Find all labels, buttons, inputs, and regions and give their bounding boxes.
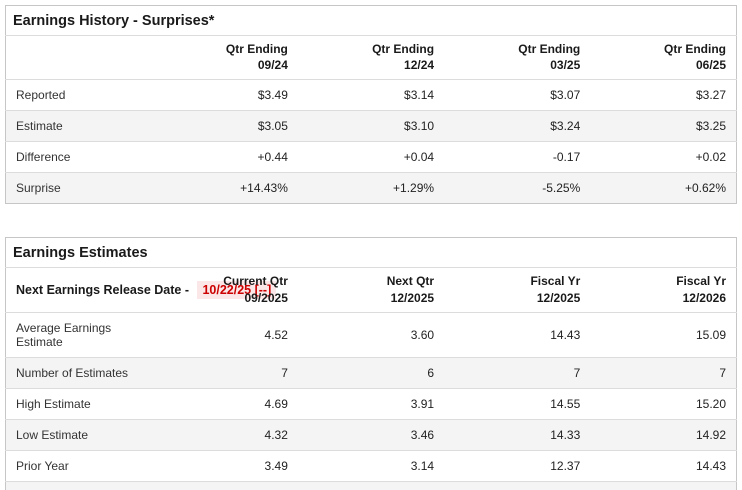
history-col-header-4: Qtr Ending 06/25	[590, 34, 737, 80]
history-col-header-1: Qtr Ending 09/24	[151, 34, 298, 80]
col-header-line2: 12/2026	[682, 290, 726, 305]
table-row-surprise: Surprise +14.43% +1.29% -5.25% +0.62%	[5, 172, 737, 204]
row-label: Number of Estimates	[5, 356, 152, 389]
col-header-line2: 09/2025	[244, 290, 288, 305]
cell-value: +4.57%	[590, 480, 737, 490]
col-header-line1: Next Qtr	[386, 274, 435, 289]
cell-value: $3.49	[151, 79, 298, 111]
cell-value: 7	[151, 356, 298, 389]
cell-value: $3.07	[444, 79, 591, 111]
cell-value: 14.55	[444, 387, 591, 420]
cell-value: $3.24	[444, 110, 591, 142]
cell-value: 14.33	[444, 418, 591, 451]
col-header-line1: Qtr Ending	[664, 42, 726, 56]
cell-value: 4.32	[151, 418, 298, 451]
cell-value: -0.17	[444, 141, 591, 173]
cell-value: $3.25	[590, 110, 737, 142]
table-row-number-of-estimates: Number of Estimates 7 6 7 7	[5, 356, 737, 389]
cell-value: 3.49	[151, 449, 298, 482]
table-row-prior-year: Prior Year 3.49 3.14 12.37 14.43	[5, 449, 737, 482]
cell-value: $3.10	[297, 110, 445, 142]
cell-value: $3.05	[151, 110, 298, 142]
col-header-line1: Qtr Ending	[225, 42, 288, 56]
cell-value: +0.44	[151, 141, 298, 173]
cell-value: 7	[444, 356, 591, 389]
table-row-low-estimate: Low Estimate 4.32 3.46 14.33 14.92	[5, 418, 737, 451]
cell-value: 3.14	[297, 449, 445, 482]
cell-value: +14.43%	[151, 172, 298, 204]
history-header-row: Qtr Ending 09/24 Qtr Ending 12/24 Qtr En…	[5, 34, 737, 80]
cell-value: 14.43	[590, 449, 737, 482]
cell-value: $3.27	[590, 79, 737, 111]
cell-value: 14.92	[590, 418, 737, 451]
table-row-reported: Reported $3.49 $3.14 $3.07 $3.27	[5, 79, 737, 111]
earnings-estimates-table: Earnings Estimates Next Earnings Release…	[5, 237, 737, 490]
release-date-label: Next Earnings Release Date -	[16, 282, 189, 297]
col-header-line2: 12/2025	[536, 290, 581, 305]
col-header-line1: Qtr Ending	[518, 42, 581, 56]
col-header-line1: Qtr Ending	[372, 42, 435, 56]
row-label: Prior Year	[5, 449, 152, 482]
col-header-line2: 06/25	[695, 58, 726, 73]
row-label: Growth Rate Est. (year over year)	[5, 480, 152, 490]
cell-value: 15.20	[590, 387, 737, 420]
cell-value: +0.04	[297, 141, 445, 173]
estimates-header-row: Next Earnings Release Date - 10/22/25 [-…	[5, 267, 737, 313]
cell-value: +14.65%	[297, 480, 445, 490]
cell-value: +29.51%	[151, 480, 298, 490]
estimates-col-header-2: Next Qtr 12/2025	[297, 267, 445, 313]
earnings-history-table: Earnings History - Surprises* Qtr Ending…	[5, 5, 737, 205]
history-col-header-2: Qtr Ending 12/24	[297, 34, 445, 80]
col-header-line1: Fiscal Yr	[530, 274, 581, 289]
row-label: Difference	[5, 141, 152, 173]
estimates-title-row: Earnings Estimates	[6, 238, 737, 268]
cell-value: 3.60	[297, 311, 445, 358]
cell-value: 7	[590, 356, 737, 389]
estimates-col-header-3: Fiscal Yr 12/2025	[444, 267, 591, 313]
row-label: High Estimate	[5, 387, 152, 420]
history-label-col-header	[5, 34, 152, 80]
table-row-estimate: Estimate $3.05 $3.10 $3.24 $3.25	[5, 110, 737, 142]
history-col-header-3: Qtr Ending 03/25	[444, 34, 591, 80]
col-header-line2: 12/2025	[390, 290, 435, 305]
cell-value: 15.09	[590, 311, 737, 358]
col-header-line1: Fiscal Yr	[676, 274, 726, 289]
cell-value: +16.65%	[444, 480, 591, 490]
earnings-history-title: Earnings History - Surprises*	[13, 13, 215, 29]
history-title-row: Earnings History - Surprises*	[6, 6, 737, 36]
cell-value: 4.52	[151, 311, 298, 358]
cell-value: 14.43	[444, 311, 591, 358]
col-header-line2: 12/24	[404, 58, 435, 73]
row-label: Average Earnings Estimate	[5, 311, 152, 358]
row-label: Estimate	[5, 110, 152, 142]
next-earnings-release: Next Earnings Release Date - 10/22/25 [-…	[5, 267, 277, 313]
col-header-line2: 03/25	[550, 58, 581, 73]
cell-value: 12.37	[444, 449, 591, 482]
cell-value: -5.25%	[444, 172, 591, 204]
cell-value: 3.46	[297, 418, 445, 451]
table-row-average-estimate: Average Earnings Estimate 4.52 3.60 14.4…	[5, 311, 737, 358]
table-row-growth-rate: Growth Rate Est. (year over year) +29.51…	[5, 480, 737, 490]
cell-value: +0.02	[590, 141, 737, 173]
table-row-difference: Difference +0.44 +0.04 -0.17 +0.02	[5, 141, 737, 173]
estimates-col-header-4: Fiscal Yr 12/2026	[590, 267, 737, 313]
release-date-value: 10/22/25 [--]	[197, 280, 277, 299]
col-header-line2: 09/24	[257, 58, 288, 73]
row-label: Low Estimate	[5, 418, 152, 451]
cell-value: +1.29%	[297, 172, 445, 204]
table-row-high-estimate: High Estimate 4.69 3.91 14.55 15.20	[5, 387, 737, 420]
cell-value: +0.62%	[590, 172, 737, 204]
cell-value: 3.91	[297, 387, 445, 420]
row-label: Surprise	[5, 172, 152, 204]
cell-value: 6	[297, 356, 445, 389]
col-header-line1: Current Qtr	[223, 274, 288, 289]
cell-value: $3.14	[297, 79, 445, 111]
cell-value: 4.69	[151, 387, 298, 420]
earnings-estimates-title: Earnings Estimates	[13, 245, 148, 262]
row-label: Reported	[5, 79, 152, 111]
